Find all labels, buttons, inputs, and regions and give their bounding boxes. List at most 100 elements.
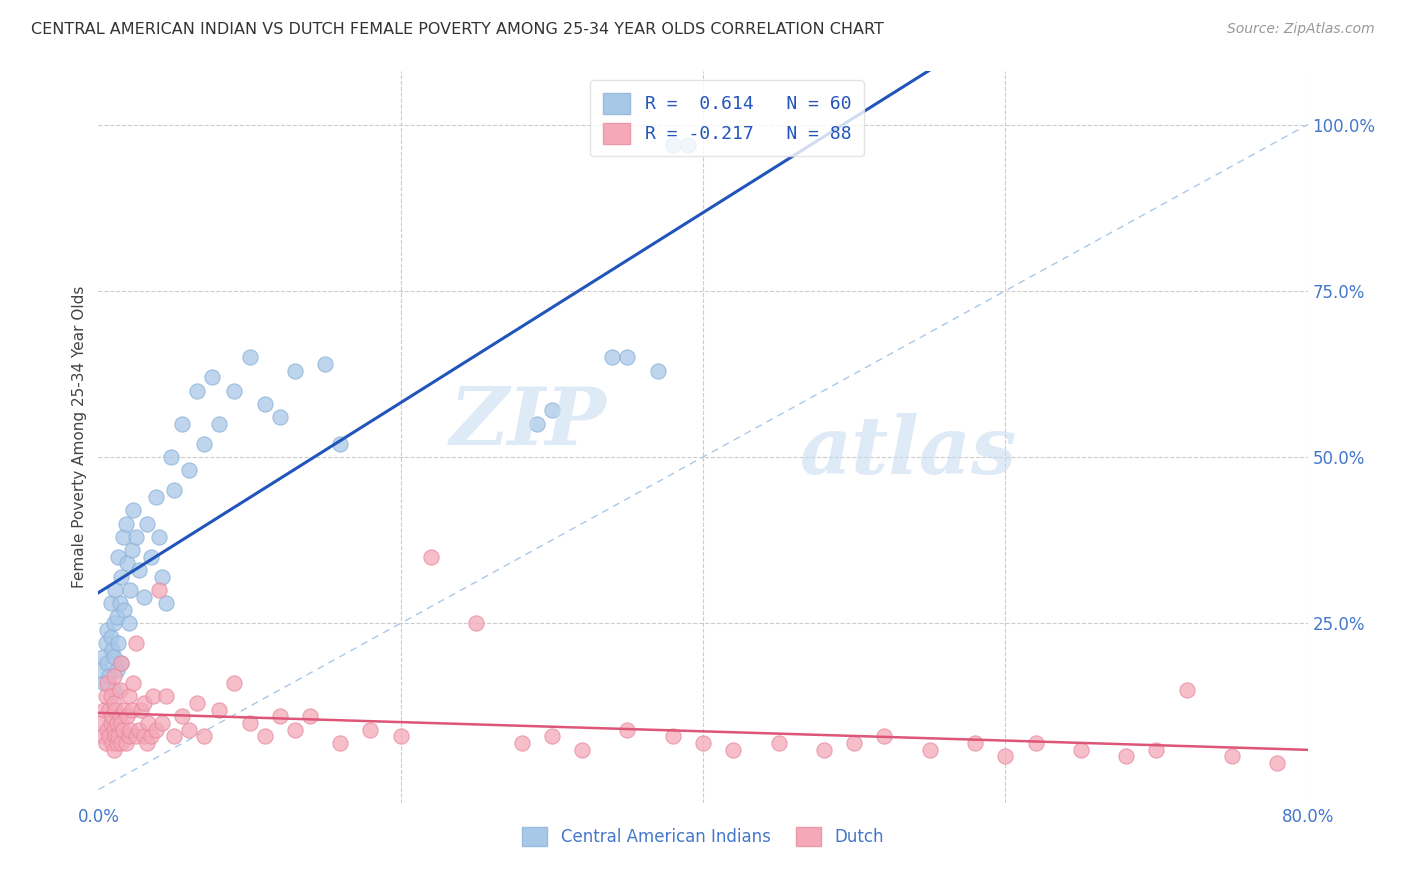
Point <box>918 742 941 756</box>
Point <box>155 690 177 704</box>
Point <box>186 696 208 710</box>
Point <box>108 596 131 610</box>
Point <box>108 709 131 723</box>
Point <box>105 663 128 677</box>
Point <box>111 530 134 544</box>
Point <box>269 709 291 723</box>
Point <box>145 723 167 737</box>
Point <box>135 516 157 531</box>
Point <box>101 643 124 657</box>
Point <box>540 729 562 743</box>
Point <box>107 549 129 564</box>
Point <box>844 736 866 750</box>
Point <box>90 663 112 677</box>
Point <box>96 656 118 670</box>
Point <box>150 570 173 584</box>
Point <box>110 570 132 584</box>
Point <box>98 729 121 743</box>
Point <box>94 690 117 704</box>
Point <box>160 450 183 464</box>
Point <box>193 436 215 450</box>
Text: CENTRAL AMERICAN INDIAN VS DUTCH FEMALE POVERTY AMONG 25-34 YEAR OLDS CORRELATIO: CENTRAL AMERICAN INDIAN VS DUTCH FEMALE … <box>31 22 884 37</box>
Point <box>873 729 896 743</box>
Point <box>93 703 115 717</box>
Point <box>96 723 118 737</box>
Point <box>661 137 683 152</box>
Point <box>224 676 246 690</box>
Point <box>118 729 141 743</box>
Point <box>121 703 143 717</box>
Point <box>193 729 215 743</box>
Point <box>1115 749 1137 764</box>
Point <box>104 729 127 743</box>
Point <box>170 417 193 431</box>
Point <box>179 723 201 737</box>
Point <box>135 736 157 750</box>
Point <box>122 676 145 690</box>
Point <box>145 490 167 504</box>
Point <box>163 483 186 498</box>
Point <box>100 596 122 610</box>
Point <box>103 696 125 710</box>
Point <box>120 582 142 597</box>
Point <box>104 703 127 717</box>
Point <box>114 736 136 750</box>
Point <box>132 729 155 743</box>
Point <box>103 742 125 756</box>
Point <box>101 736 124 750</box>
Point <box>105 609 128 624</box>
Point <box>155 596 177 610</box>
Point <box>107 729 129 743</box>
Point <box>120 723 142 737</box>
Point <box>94 736 117 750</box>
Point <box>571 742 593 756</box>
Point <box>110 736 132 750</box>
Point <box>141 549 163 564</box>
Point <box>540 403 562 417</box>
Point <box>111 723 134 737</box>
Point <box>90 716 112 731</box>
Point <box>239 716 262 731</box>
Point <box>91 729 114 743</box>
Legend: Central American Indians, Dutch: Central American Indians, Dutch <box>516 821 890 853</box>
Point <box>103 669 125 683</box>
Point <box>115 557 138 571</box>
Point <box>105 716 128 731</box>
Point <box>224 384 246 398</box>
Point <box>125 530 148 544</box>
Point <box>179 463 201 477</box>
Point <box>253 397 276 411</box>
Point <box>107 636 129 650</box>
Point <box>994 749 1017 764</box>
Point <box>101 709 124 723</box>
Point <box>186 384 208 398</box>
Point <box>253 729 276 743</box>
Point <box>136 716 159 731</box>
Point <box>1024 736 1046 750</box>
Point <box>104 582 127 597</box>
Text: ZIP: ZIP <box>450 384 606 461</box>
Point <box>114 516 136 531</box>
Point <box>965 736 987 750</box>
Point <box>122 503 145 517</box>
Point <box>1220 749 1243 764</box>
Point <box>118 616 141 631</box>
Point <box>108 682 131 697</box>
Point <box>389 729 412 743</box>
Point <box>129 703 152 717</box>
Point <box>299 709 322 723</box>
Point <box>112 603 135 617</box>
Point <box>616 723 638 737</box>
Point <box>105 736 128 750</box>
Point <box>141 729 163 743</box>
Point <box>661 729 683 743</box>
Point <box>420 549 443 564</box>
Point <box>110 656 132 670</box>
Point <box>510 736 533 750</box>
Point <box>526 417 548 431</box>
Y-axis label: Female Poverty Among 25-34 Year Olds: Female Poverty Among 25-34 Year Olds <box>72 286 87 588</box>
Point <box>132 696 155 710</box>
Point <box>602 351 624 365</box>
Point <box>132 590 155 604</box>
Point <box>269 410 291 425</box>
